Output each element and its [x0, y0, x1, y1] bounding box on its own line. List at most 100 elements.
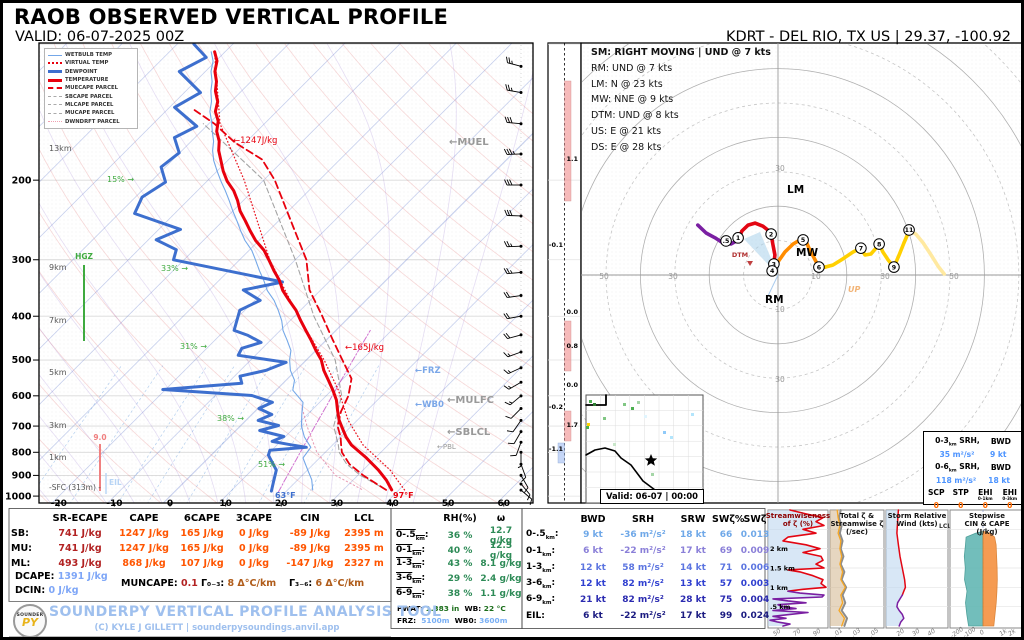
svg-text:-1.1: -1.1 — [549, 445, 564, 453]
svg-text:.5: .5 — [723, 238, 730, 245]
svg-text:←PBL: ←PBL — [437, 443, 456, 451]
storm-motion-line: LM: N @ 23 kts — [591, 78, 663, 90]
legend-label: DWNDRFT PARCEL — [65, 118, 120, 125]
sfc-mixing-line — [277, 329, 371, 493]
svg-text:7km: 7km — [49, 316, 67, 325]
lapse-rate-3-6-row: Γ₃₋₆: 6 Δ°C/km — [289, 578, 365, 589]
legend-label: MUCAPE PARCEL — [65, 110, 115, 117]
svg-text:.01: .01 — [832, 627, 844, 638]
svg-text:30: 30 — [668, 272, 678, 281]
svg-text:UP: UP — [848, 285, 860, 294]
table-row: 6-9km: 21 kt 82 m²/s² 28 kt 75 0.004 — [526, 592, 770, 608]
cell-value: 107 J/kg — [180, 558, 224, 569]
table-header-row: RH(%) ω — [396, 511, 524, 526]
cell-value: 18 kt — [680, 530, 706, 541]
wind-barb-column — [503, 45, 533, 506]
svg-text:←MULFC: ←MULFC — [447, 395, 494, 406]
table-row: EIL: 6 kt -22 m²/s² 17 kt 99 0.024 — [526, 608, 770, 624]
table-row: 3-6km: 12 kt 82 m²/s² 13 kt 57 0.003 — [526, 576, 770, 592]
curve-sb_ml_mu_parcels — [202, 123, 387, 491]
annotation: 97°F — [393, 491, 414, 500]
svg-text:2 km: 2 km — [770, 545, 788, 553]
cell-value: 0.004 — [740, 595, 770, 606]
row-label: 3-6km: — [526, 577, 556, 590]
cell-value: -22 m²/s² — [620, 546, 666, 557]
cell-value: 165 J/kg — [180, 528, 224, 539]
kinematics-table: BWD SRH SRW SWζ% SWζ 0-.5km: 9 kt -36 m²/s² 18 k… — [526, 511, 770, 624]
svg-text:-SFC (313m) -: -SFC (313m) - — [49, 483, 101, 492]
table-row: MU: 741 J/kg 1247 J/kg 165 J/kg 0 J/kg -89 J/… — [11, 541, 387, 556]
svg-text:HGZ: HGZ — [75, 252, 93, 261]
cell-value: 69 — [719, 546, 733, 557]
curve-temperature — [213, 50, 394, 492]
cell-value: 0 J/kg — [238, 528, 270, 539]
svg-text:Streamwiseness: Streamwiseness — [766, 512, 830, 520]
index-value: 0 — [1007, 501, 1013, 510]
row-label: EIL: — [526, 611, 545, 622]
svg-text:.05: .05 — [868, 627, 880, 638]
index-header: SCP — [927, 488, 945, 497]
dry-adiabats — [39, 43, 533, 503]
svg-text:63°F: 63°F — [275, 491, 296, 500]
cell-value: 43 % — [447, 558, 473, 569]
row-label: 0-1km: — [396, 545, 426, 557]
table-row: 0-.5km: 9 kt -36 m²/s² 18 kt 66 0.013 — [526, 527, 770, 543]
column-header: ω — [496, 513, 506, 524]
svg-text:3km: 3km — [49, 421, 67, 430]
cell-value: 58 m²/s² — [622, 562, 664, 573]
annotation: ←FRZ — [415, 366, 441, 376]
legend-line-sample — [48, 54, 62, 56]
table-row: 0-1km: 40 % 12.5 g/kg — [396, 541, 524, 561]
annotation: ←PBL — [437, 443, 456, 451]
svg-text:1km: 1km — [49, 453, 67, 462]
svg-text:Storm Relative: Storm Relative — [888, 512, 947, 520]
legend-item: MLCAPE PARCEL — [48, 101, 134, 109]
cell-value: 71 — [719, 562, 733, 573]
svg-text:0.0: 0.0 — [567, 381, 579, 389]
svg-text:Total ζ &: Total ζ & — [840, 512, 874, 520]
table-borders — [8, 508, 766, 637]
svg-text:-10: -10 — [106, 499, 122, 509]
svg-text:7: 7 — [859, 245, 863, 252]
lapse-line: 9.0 — [93, 433, 107, 491]
cell-value: -89 J/kg — [289, 528, 331, 539]
svg-text:10: 10 — [775, 305, 785, 314]
svg-text:70: 70 — [792, 628, 803, 638]
column-header: CAPE — [129, 513, 159, 524]
svg-text:0: 0 — [167, 499, 173, 509]
cell-value: 9 kt — [583, 530, 603, 541]
logo-text-top: SOUNDER — [16, 613, 44, 618]
dcin-row: DCIN: 0 J/kg — [15, 585, 79, 596]
annotation: 31% → — [180, 342, 207, 351]
cell-value: 0.003 — [740, 578, 770, 589]
row-label: 0-.5km: — [396, 530, 429, 542]
stats-header-row: 0-3km SRH, BWD — [935, 435, 1011, 448]
row-label: 6-9km: — [396, 587, 426, 600]
legend-line-sample — [48, 96, 62, 98]
storm-motion-line: US: E @ 21 kts — [591, 125, 662, 137]
sounderpy-logo: SOUNDER PY — [13, 604, 47, 637]
row-label: 3-6km: — [396, 572, 426, 585]
column-header: 3CAPE — [235, 513, 273, 524]
storm-motion-line: SM: RIGHT MOVING | UND @ 7 kts — [591, 47, 771, 58]
svg-text:(/sec): (/sec) — [846, 528, 868, 536]
muncape-row: MUNCAPE: 0.1 — [121, 578, 198, 589]
svg-text:←1247J/kg: ←1247J/kg — [233, 136, 277, 146]
index-value: 0 — [958, 501, 964, 510]
svg-text:6: 6 — [817, 264, 822, 271]
svg-text:1.7: 1.7 — [567, 421, 579, 429]
svg-text:9km: 9km — [49, 263, 67, 272]
pwat-row: PWAT: 1.383 in WB: 22 °C — [397, 604, 506, 613]
annotation: ←MUEL — [449, 137, 489, 148]
table-row: 0-.5km: 36 % 12.7 g/kg — [396, 526, 524, 546]
svg-text:9.0: 9.0 — [93, 433, 106, 442]
location-star-icon — [644, 454, 658, 466]
row-label: 1-3km: — [396, 557, 426, 570]
svg-text:900: 900 — [12, 471, 32, 482]
cell-value: 868 J/kg — [122, 558, 166, 569]
column-header: SRH — [631, 513, 655, 525]
cell-value: 82 m²/s² — [622, 578, 664, 589]
legend-item: DEWPOINT — [48, 68, 134, 76]
legend-label: MUECAPE PARCEL — [65, 85, 118, 92]
annotation: 51% → — [258, 460, 285, 469]
